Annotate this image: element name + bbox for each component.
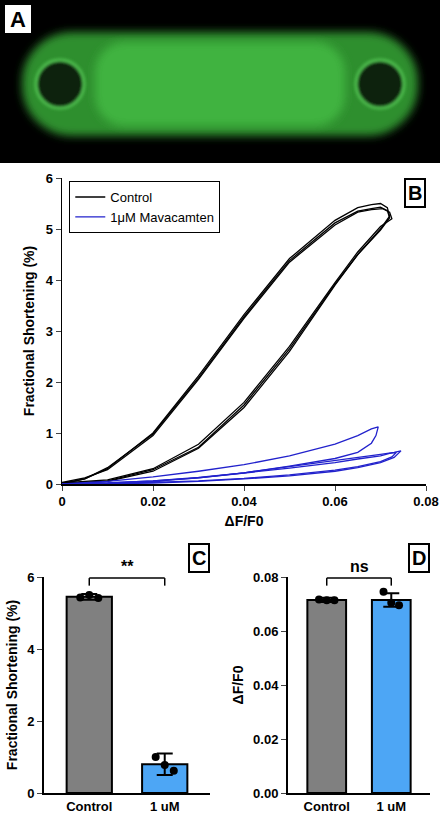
svg-text:0.06: 0.06 bbox=[322, 494, 347, 509]
svg-text:2: 2 bbox=[46, 375, 53, 390]
svg-text:0.02: 0.02 bbox=[140, 494, 165, 509]
svg-text:3: 3 bbox=[46, 324, 53, 339]
svg-text:1: 1 bbox=[46, 426, 53, 441]
svg-text:Fractional Shortening (%): Fractional Shortening (%) bbox=[4, 600, 20, 770]
svg-text:Fractional Shortening (%): Fractional Shortening (%) bbox=[21, 246, 37, 416]
svg-text:Control: Control bbox=[110, 190, 152, 205]
svg-text:0.08: 0.08 bbox=[413, 494, 438, 509]
svg-text:Control: Control bbox=[66, 799, 112, 814]
svg-text:D: D bbox=[412, 547, 426, 569]
svg-text:0.00: 0.00 bbox=[253, 786, 278, 801]
svg-text:4: 4 bbox=[46, 273, 54, 288]
svg-text:1 uM: 1 uM bbox=[376, 799, 406, 814]
svg-text:2: 2 bbox=[27, 714, 34, 729]
svg-text:5: 5 bbox=[46, 222, 53, 237]
svg-text:6: 6 bbox=[27, 570, 34, 585]
svg-text:0: 0 bbox=[58, 494, 65, 509]
svg-text:C: C bbox=[192, 547, 206, 569]
svg-text:4: 4 bbox=[27, 642, 35, 657]
svg-text:B: B bbox=[408, 182, 422, 204]
svg-text:0.08: 0.08 bbox=[253, 570, 278, 585]
svg-text:6: 6 bbox=[46, 171, 53, 186]
svg-text:Control: Control bbox=[304, 799, 350, 814]
svg-text:0.02: 0.02 bbox=[253, 732, 278, 747]
svg-text:0.06: 0.06 bbox=[253, 624, 278, 639]
svg-text:ΔF/F0: ΔF/F0 bbox=[225, 513, 264, 529]
svg-text:ΔF/F0: ΔF/F0 bbox=[230, 665, 246, 704]
svg-text:1μM Mavacamten: 1μM Mavacamten bbox=[110, 210, 214, 225]
svg-text:**: ** bbox=[121, 558, 134, 575]
svg-text:1 uM: 1 uM bbox=[150, 799, 180, 814]
svg-text:0.04: 0.04 bbox=[231, 494, 257, 509]
svg-text:0: 0 bbox=[46, 477, 53, 492]
svg-text:0: 0 bbox=[27, 786, 34, 801]
svg-text:ns: ns bbox=[350, 558, 369, 575]
svg-text:A: A bbox=[10, 7, 26, 32]
svg-text:0.04: 0.04 bbox=[253, 678, 279, 693]
